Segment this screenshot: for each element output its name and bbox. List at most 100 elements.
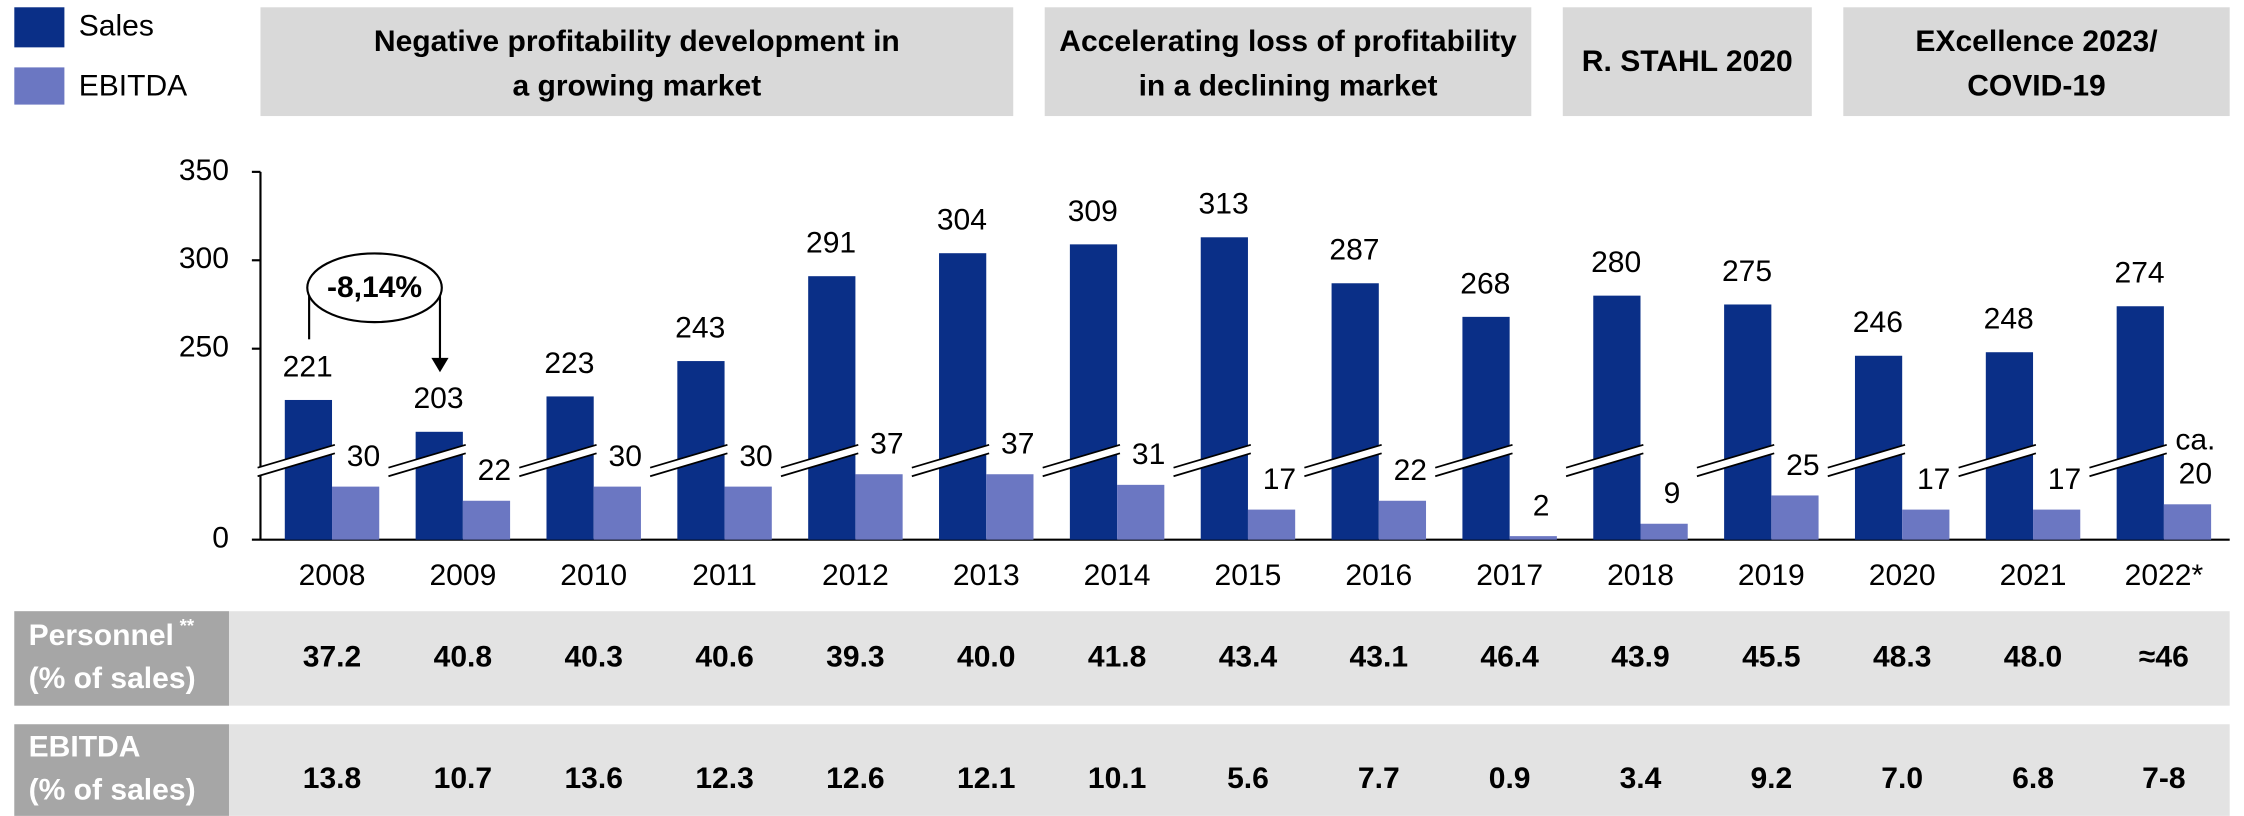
data-label: 30 — [739, 440, 772, 473]
x-tick-label: 2012 — [822, 559, 889, 592]
bar — [1117, 484, 1165, 540]
table-cell: 43.9 — [1611, 640, 1669, 673]
bar — [1378, 500, 1427, 540]
x-tick-label: 2021 — [2000, 559, 2067, 592]
table-cell: 40.8 — [434, 640, 492, 673]
axis-break — [1827, 443, 1906, 469]
bar — [593, 486, 641, 540]
table-cell: 6.8 — [2012, 762, 2054, 795]
axis-break — [388, 443, 466, 469]
table-row — [14, 611, 2230, 706]
axis-break — [519, 444, 597, 477]
table-cell: 12.3 — [695, 762, 753, 795]
axis-break — [911, 452, 990, 478]
x-tick-label: 2013 — [953, 559, 1020, 592]
data-label: 17 — [1263, 463, 1296, 496]
data-label-part: 30 — [347, 440, 380, 473]
table-cell: 48.0 — [2004, 640, 2062, 673]
data-label-part: 25 — [1786, 449, 1819, 482]
x-tick-label: 2010 — [560, 559, 627, 592]
axis-break — [911, 443, 990, 469]
x-tick-label: 2019 — [1738, 559, 1805, 592]
axis-break — [1042, 452, 1121, 478]
bar — [2163, 504, 2212, 540]
data-label: 203 — [413, 382, 463, 415]
data-label-part: 17 — [1917, 463, 1950, 496]
axis-break — [1434, 452, 1513, 478]
bar — [2116, 306, 2164, 540]
axis-break — [649, 443, 728, 469]
data-label: 30 — [347, 440, 380, 473]
table-cell: 40.0 — [957, 640, 1015, 673]
table-cell: 12.6 — [826, 762, 884, 795]
table-cell: 48.3 — [1873, 640, 1931, 673]
data-label: 275 — [1722, 255, 1772, 288]
axis-break — [519, 452, 597, 478]
data-label-part: ca. — [2175, 423, 2215, 456]
axis-break — [1434, 443, 1513, 469]
bar — [1247, 509, 1296, 540]
axis-break — [650, 444, 728, 477]
axis-break — [388, 444, 466, 477]
data-label-part: 20 — [2179, 458, 2212, 491]
bar — [1724, 304, 1772, 540]
axis-break — [780, 443, 859, 469]
axis-break — [1435, 444, 1513, 477]
bar — [1902, 509, 1950, 540]
bar — [1593, 295, 1641, 540]
data-label-part: 22 — [478, 454, 511, 487]
axis-break — [1042, 443, 1121, 469]
table-cell: ≈46 — [2139, 640, 2189, 673]
data-label-part: 17 — [1263, 463, 1296, 496]
table-cell: 13.6 — [564, 762, 622, 795]
period-label: Accelerating loss of profitability — [1059, 25, 1517, 58]
axis-break — [1827, 444, 1906, 477]
data-label-part: 9 — [1664, 477, 1681, 510]
legend-label: Sales — [79, 9, 154, 42]
x-tick-label: 2017 — [1476, 559, 1543, 592]
y-tick-label: 350 — [179, 154, 229, 187]
data-label: 309 — [1068, 195, 1118, 228]
bar — [1200, 237, 1248, 540]
bar — [546, 396, 594, 540]
axis-break — [2089, 452, 2167, 478]
annotation-arrow — [431, 357, 449, 373]
bar — [724, 486, 772, 540]
bar — [1771, 495, 1819, 540]
data-label-part: 22 — [1394, 454, 1427, 487]
data-label: 30 — [608, 440, 641, 473]
row-label-box — [14, 724, 229, 816]
axis-break — [780, 452, 859, 478]
table-cell: 43.1 — [1350, 640, 1408, 673]
x-tick-label: 2008 — [299, 559, 366, 592]
data-label: 248 — [1984, 303, 2034, 336]
table-cell: 43.4 — [1219, 640, 1278, 673]
table-cell: 7.7 — [1358, 762, 1400, 795]
row-label: Personnel — [29, 619, 174, 652]
bar — [939, 253, 987, 540]
data-label: 25 — [1786, 449, 1819, 482]
axis-break — [519, 443, 597, 469]
axis-break — [1827, 452, 1906, 478]
data-label: 22 — [478, 454, 511, 487]
period-label: a growing market — [512, 69, 761, 102]
data-label: 246 — [1853, 306, 1903, 339]
period-box — [260, 7, 1014, 117]
table-cell: 3.4 — [1620, 762, 1662, 795]
annotation: -8,14% — [327, 271, 422, 304]
axis-break — [2089, 443, 2167, 469]
table-cell: 45.5 — [1742, 640, 1800, 673]
row-label: (% of sales) — [29, 773, 196, 806]
data-label: 313 — [1199, 188, 1249, 221]
axis-break — [1565, 443, 1644, 469]
table-cell: 40.3 — [564, 640, 622, 673]
bar — [986, 474, 1034, 540]
axis-break — [388, 452, 466, 478]
data-label-part: 30 — [608, 440, 641, 473]
data-label: 2 — [1533, 489, 1550, 522]
x-tick-label: 2015 — [1215, 559, 1282, 592]
bar — [1331, 283, 1379, 540]
x-tick-label: 2022* — [2125, 559, 2204, 592]
row-label-box — [14, 611, 229, 706]
table-cell: 10.1 — [1088, 762, 1146, 795]
